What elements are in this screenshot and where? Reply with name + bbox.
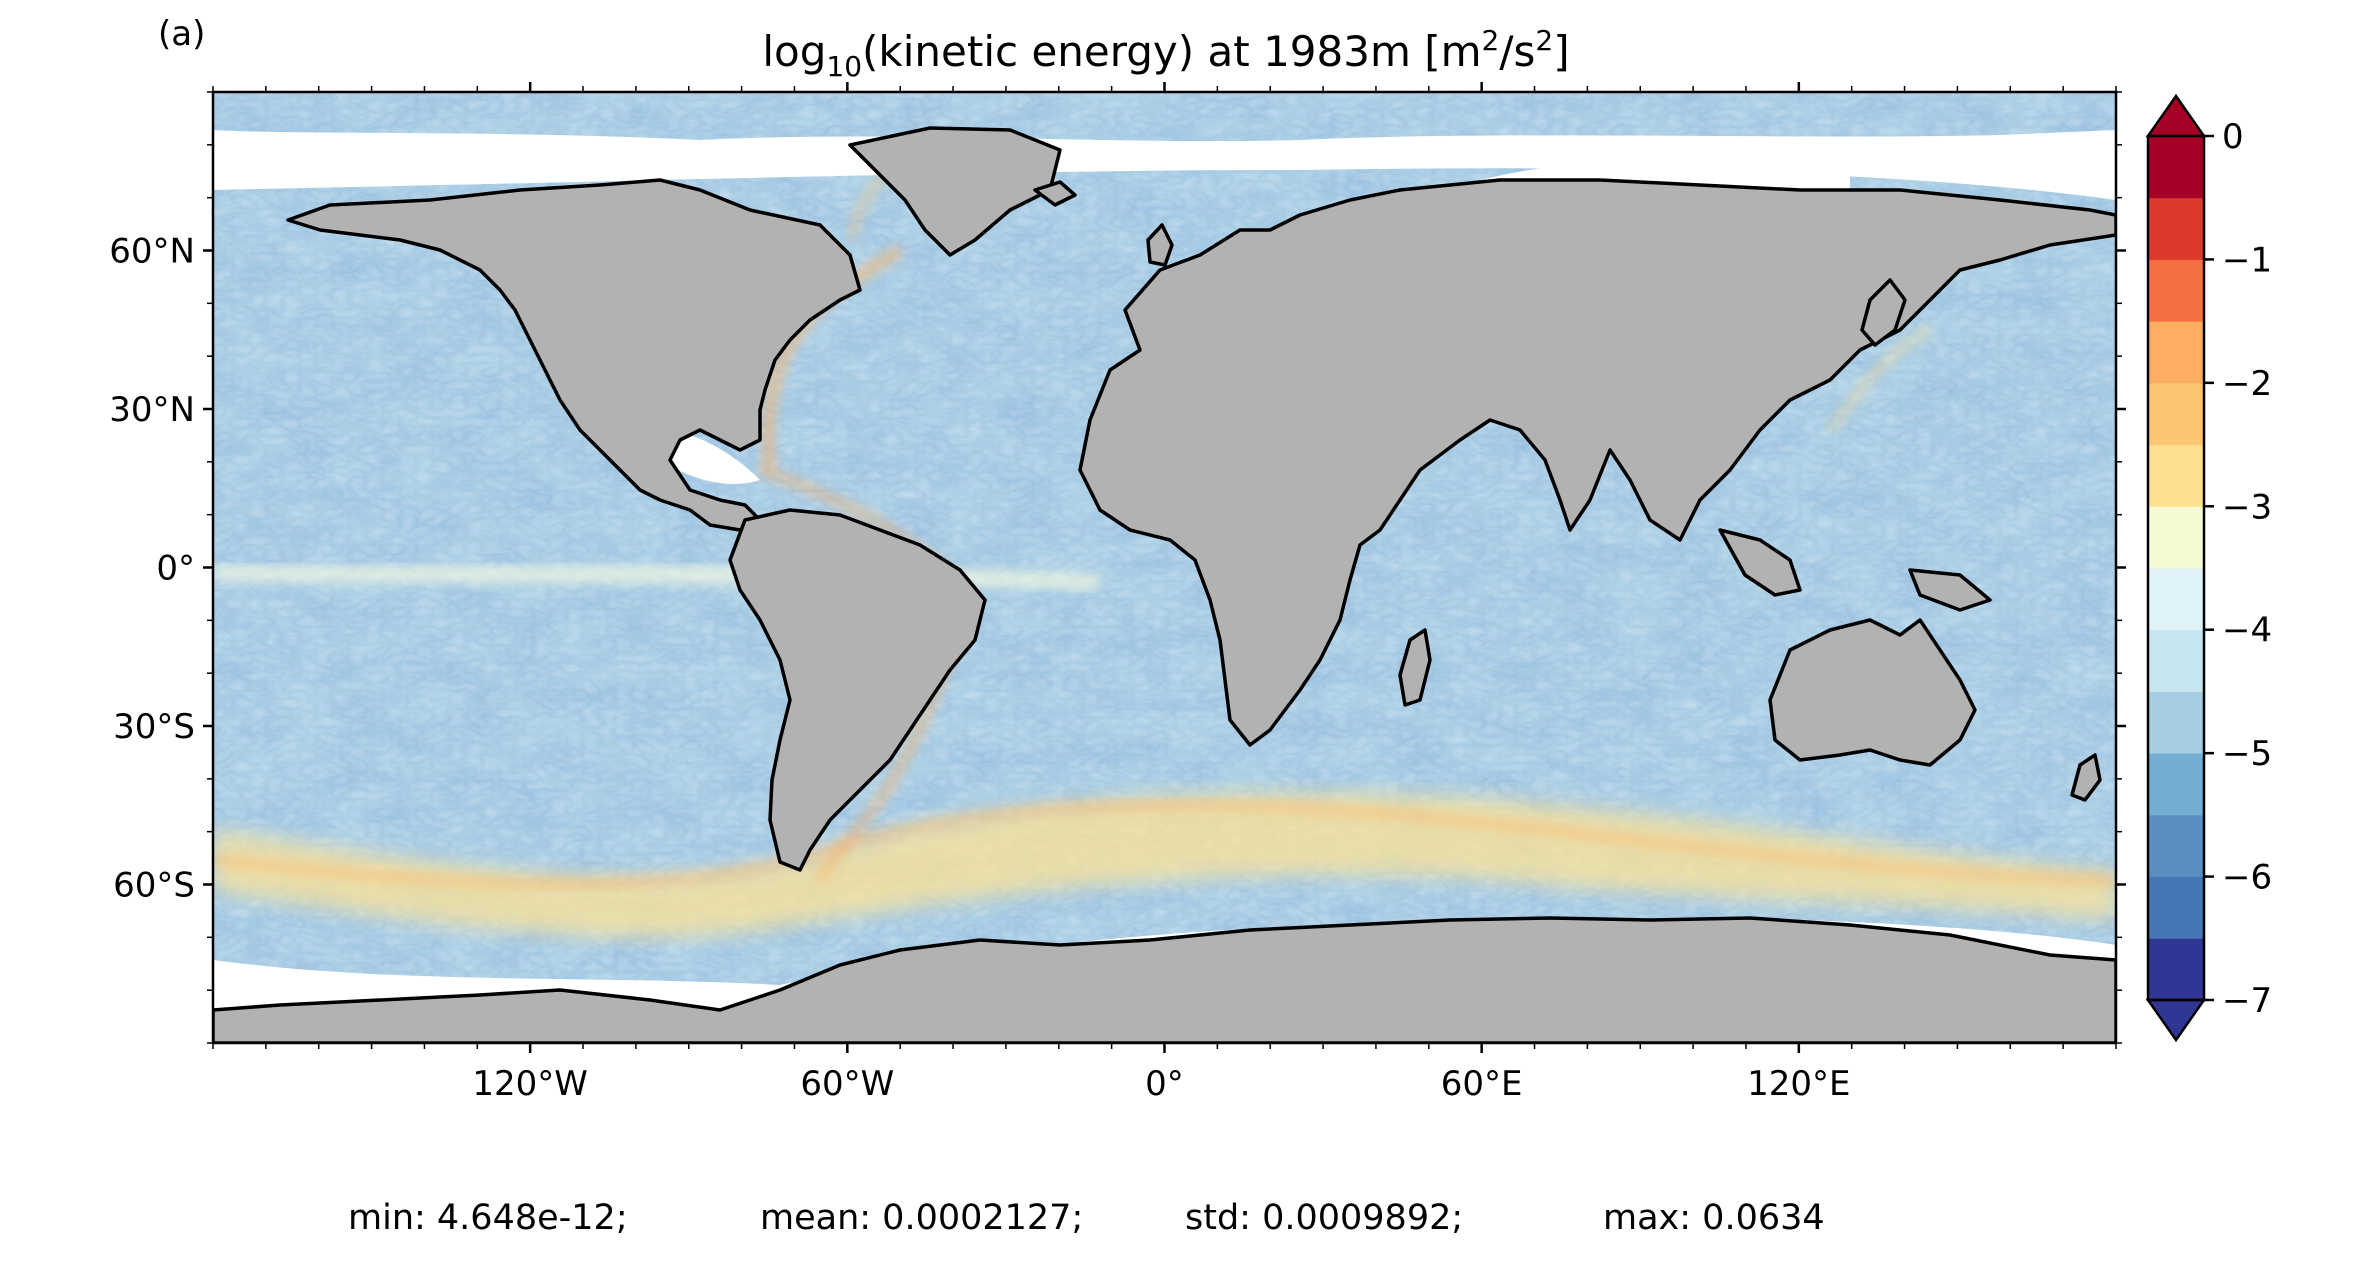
colorbar-segment <box>2148 444 2204 507</box>
colorbar-tick-label: −3 <box>2222 487 2272 527</box>
landmass-africa-eurasia <box>1078 178 2116 747</box>
colorbar-segment <box>2148 629 2204 692</box>
colorbar-tick-label: −6 <box>2222 858 2272 898</box>
minor-ticks <box>207 86 2122 1049</box>
stat-min: min: 4.648e-12; <box>348 1198 628 1238</box>
landmass-british-isles <box>1146 223 1174 267</box>
colorbar-segment <box>2148 691 2204 754</box>
title-superscript: 2 <box>1482 24 1500 57</box>
lon-tick-label: 60°W <box>800 1064 894 1104</box>
colorbar-tick-label: −7 <box>2222 981 2272 1021</box>
caribbean-no-data <box>660 430 760 484</box>
stat-max: max: 0.0634 <box>1603 1198 1825 1238</box>
lat-tick-label: 30°N <box>109 390 195 430</box>
colorbar-frame <box>2146 134 2206 1002</box>
lat-tick-label: 0° <box>156 549 195 589</box>
title-part: ] <box>1553 27 1569 76</box>
landmass-new-guinea <box>1908 568 1992 612</box>
lat-tick-label: 30°S <box>113 707 195 747</box>
colorbar-segment <box>2148 876 2204 939</box>
southern-ocean-current-core <box>213 802 2116 887</box>
landmass-madagascar <box>1398 628 1432 707</box>
colorbar-segment <box>2148 506 2204 569</box>
colorbar-segment <box>2148 197 2204 260</box>
lat-tick-label: 60°N <box>109 232 195 272</box>
landmass-new-zealand <box>2070 753 2102 802</box>
landmass-north-america <box>286 178 862 532</box>
land <box>213 126 2116 1043</box>
stat-mean: mean: 0.0002127; <box>760 1198 1084 1238</box>
southern-ocean-current <box>213 792 2116 937</box>
landmass-antarctica <box>213 916 2116 1043</box>
stat-std: std: 0.0009892; <box>1185 1198 1464 1238</box>
title-subscript: 10 <box>826 50 862 83</box>
colorbar-segment <box>2148 321 2204 384</box>
lat-tick-label: 60°S <box>113 866 195 906</box>
colorbar-segment <box>2148 814 2204 878</box>
arctic-no-data <box>213 130 2116 200</box>
colorbar-tick-label: −5 <box>2222 734 2272 774</box>
map-panel <box>213 92 2116 1043</box>
colorbar-segment <box>2148 753 2204 816</box>
plot-title: log10(kinetic energy) at 1983m [m2/s2] <box>762 24 1569 83</box>
colorbar-tick-label: −4 <box>2222 611 2272 651</box>
landmass-south-america <box>728 508 987 872</box>
landmass-sumatra-borneo <box>1718 528 1802 597</box>
colorbar-segment <box>2148 938 2204 1001</box>
title-part: log <box>762 27 826 76</box>
title-part: (kinetic energy) at 1983m [m <box>862 27 1482 76</box>
colorbar-tick-label: −1 <box>2222 240 2272 280</box>
colorbar-segment <box>2148 259 2204 322</box>
lon-tick-label: 60°E <box>1441 1064 1523 1104</box>
longitude-axis: 120°W 60°W 0° 60°E 120°E <box>472 82 1851 1104</box>
landmass-iceland <box>1033 180 1077 207</box>
title-superscript: 2 <box>1535 24 1553 57</box>
colorbar-tick-label: −2 <box>2222 364 2272 404</box>
colorbar-segment <box>2148 136 2204 199</box>
colorbar-extend-min <box>2145 998 2207 1043</box>
colorbar-extend-max <box>2145 93 2207 138</box>
colorbar: 0 −1 −2 −3 −4 −5 −6 −7 <box>2145 93 2272 1043</box>
landmass-japan <box>1860 278 1907 347</box>
lon-tick-label: 120°E <box>1747 1064 1850 1104</box>
kuroshio <box>1827 327 1932 432</box>
panel-label: (a) <box>158 14 205 54</box>
colorbar-segment <box>2148 568 2204 631</box>
landmass-greenland <box>848 126 1062 257</box>
lon-tick-label: 120°W <box>472 1064 588 1104</box>
title-part: /s <box>1499 27 1535 76</box>
colorbar-segment <box>2148 382 2204 446</box>
lon-tick-label: 0° <box>1145 1064 1184 1104</box>
landmass-australia <box>1768 618 1977 767</box>
colorbar-tick-label: 0 <box>2222 117 2244 157</box>
